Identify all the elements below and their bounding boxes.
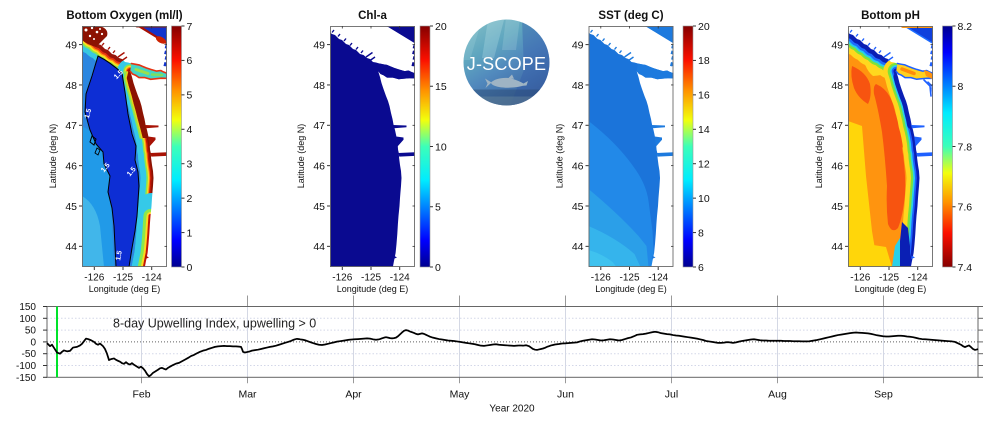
svg-text:May: May xyxy=(450,389,471,401)
svg-text:Longitude (deg E): Longitude (deg E) xyxy=(595,284,667,294)
svg-text:150: 150 xyxy=(19,302,36,313)
svg-text:Longitude (deg E): Longitude (deg E) xyxy=(89,284,161,294)
svg-text:Jun: Jun xyxy=(557,389,574,401)
svg-text:45: 45 xyxy=(831,201,843,213)
svg-text:47: 47 xyxy=(313,120,325,132)
svg-text:6: 6 xyxy=(698,262,704,274)
svg-text:7.6: 7.6 xyxy=(958,202,973,214)
svg-text:48: 48 xyxy=(572,80,584,92)
svg-text:47: 47 xyxy=(572,120,584,132)
svg-text:Aug: Aug xyxy=(768,389,787,401)
svg-text:Latitude (deg N): Latitude (deg N) xyxy=(296,124,306,189)
svg-text:5: 5 xyxy=(187,90,193,102)
svg-text:-50: -50 xyxy=(22,349,37,360)
svg-text:-124: -124 xyxy=(908,273,928,284)
svg-text:-126: -126 xyxy=(84,273,104,284)
svg-text:6: 6 xyxy=(187,55,193,67)
svg-text:46: 46 xyxy=(313,160,325,172)
svg-text:1: 1 xyxy=(187,227,193,239)
svg-text:16: 16 xyxy=(698,90,710,102)
svg-text:J-SCOPE: J-SCOPE xyxy=(467,54,546,74)
svg-text:44: 44 xyxy=(65,241,77,253)
svg-text:-150: -150 xyxy=(16,373,36,384)
svg-text:49: 49 xyxy=(313,39,325,51)
svg-text:12: 12 xyxy=(698,159,710,171)
svg-text:Jul: Jul xyxy=(665,389,678,401)
svg-text:Latitude (deg N): Latitude (deg N) xyxy=(814,124,824,189)
svg-text:49: 49 xyxy=(831,39,843,51)
svg-text:1.5: 1.5 xyxy=(100,162,112,174)
svg-text:SST (deg C): SST (deg C) xyxy=(598,10,663,22)
svg-text:Feb: Feb xyxy=(132,389,150,401)
svg-text:-126: -126 xyxy=(850,273,870,284)
svg-text:Apr: Apr xyxy=(345,389,362,401)
svg-text:48: 48 xyxy=(831,80,843,92)
svg-text:20: 20 xyxy=(435,21,447,33)
svg-text:45: 45 xyxy=(572,201,584,213)
svg-text:8.2: 8.2 xyxy=(958,21,973,33)
svg-text:0: 0 xyxy=(30,337,36,348)
svg-text:Chl-a: Chl-a xyxy=(358,10,387,22)
svg-text:-124: -124 xyxy=(390,273,410,284)
svg-text:5: 5 xyxy=(435,202,441,214)
svg-text:-124: -124 xyxy=(142,273,162,284)
svg-text:48: 48 xyxy=(65,80,77,92)
svg-text:-125: -125 xyxy=(361,273,381,284)
svg-text:Year 2020: Year 2020 xyxy=(489,404,535,415)
svg-text:8-day Upwelling Index, upwelli: 8-day Upwelling Index, upwelling > 0 xyxy=(113,317,316,331)
svg-text:7.4: 7.4 xyxy=(958,262,973,274)
svg-text:-125: -125 xyxy=(113,273,133,284)
svg-text:47: 47 xyxy=(65,120,77,132)
svg-text:-124: -124 xyxy=(648,273,668,284)
svg-text:-100: -100 xyxy=(16,361,36,372)
svg-text:2: 2 xyxy=(187,193,193,205)
svg-text:-125: -125 xyxy=(879,273,899,284)
svg-text:10: 10 xyxy=(698,193,710,205)
svg-text:50: 50 xyxy=(25,326,37,337)
svg-text:4: 4 xyxy=(187,124,193,136)
svg-text:46: 46 xyxy=(831,160,843,172)
svg-text:46: 46 xyxy=(65,160,77,172)
svg-text:1.5: 1.5 xyxy=(115,250,124,261)
svg-text:45: 45 xyxy=(65,201,77,213)
svg-text:46: 46 xyxy=(572,160,584,172)
svg-text:49: 49 xyxy=(65,39,77,51)
svg-text:49: 49 xyxy=(572,39,584,51)
svg-text:44: 44 xyxy=(313,241,325,253)
svg-text:0: 0 xyxy=(187,262,193,274)
svg-text:8: 8 xyxy=(958,81,964,93)
svg-text:8: 8 xyxy=(698,227,704,239)
svg-text:44: 44 xyxy=(572,241,584,253)
svg-text:1.5: 1.5 xyxy=(84,108,93,119)
svg-text:3: 3 xyxy=(187,159,193,171)
svg-text:Bottom Oxygen (ml/l): Bottom Oxygen (ml/l) xyxy=(66,10,182,22)
svg-text:7: 7 xyxy=(187,21,193,33)
svg-text:7.8: 7.8 xyxy=(958,141,973,153)
svg-text:20: 20 xyxy=(698,21,710,33)
svg-text:-126: -126 xyxy=(591,273,611,284)
svg-text:1.5: 1.5 xyxy=(113,69,125,81)
svg-text:Latitude (deg N): Latitude (deg N) xyxy=(48,124,58,189)
svg-text:15: 15 xyxy=(435,81,447,93)
svg-text:18: 18 xyxy=(698,55,710,67)
svg-text:45: 45 xyxy=(313,201,325,213)
svg-text:0: 0 xyxy=(435,262,441,274)
svg-text:1.5: 1.5 xyxy=(126,166,138,178)
svg-text:Mar: Mar xyxy=(238,389,257,401)
svg-text:44: 44 xyxy=(831,241,843,253)
svg-text:47: 47 xyxy=(831,120,843,132)
svg-text:Longitude (deg E): Longitude (deg E) xyxy=(855,284,927,294)
svg-text:Sep: Sep xyxy=(874,389,893,401)
svg-text:100: 100 xyxy=(19,314,36,325)
svg-text:-125: -125 xyxy=(619,273,639,284)
svg-text:14: 14 xyxy=(698,124,710,136)
svg-text:Bottom pH: Bottom pH xyxy=(861,10,920,22)
svg-text:-126: -126 xyxy=(332,273,352,284)
svg-text:10: 10 xyxy=(435,141,447,153)
svg-text:Longitude (deg E): Longitude (deg E) xyxy=(337,284,409,294)
svg-text:48: 48 xyxy=(313,80,325,92)
svg-text:Latitude (deg N): Latitude (deg N) xyxy=(555,124,565,189)
